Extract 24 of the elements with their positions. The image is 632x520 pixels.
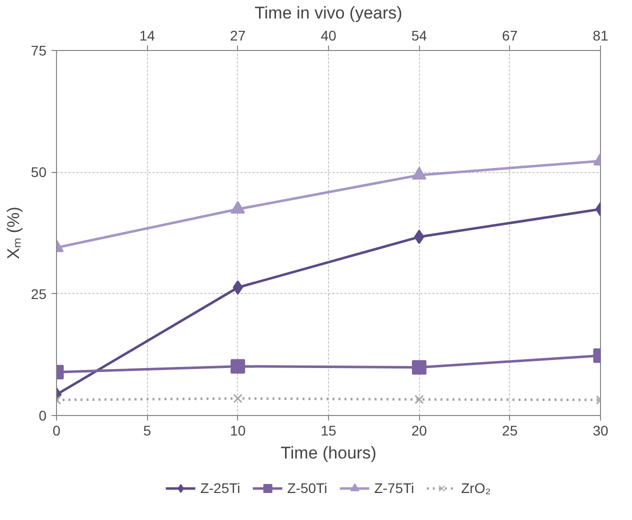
legend-label: Z-75Ti (374, 480, 414, 496)
x2-tick-label: 67 (502, 28, 518, 44)
x-tick-label: 10 (230, 422, 246, 438)
x2-axis-title: Time in vivo (years) (254, 4, 402, 22)
x2-tick-label: 14 (139, 28, 156, 44)
y-tick-label: 50 (30, 164, 47, 180)
y-tick-label: 0 (38, 408, 47, 424)
x-axis-title: Time (hours) (280, 444, 376, 462)
y-tick-label: 75 (30, 42, 47, 58)
y-axis-title: Xₘ (%) (4, 206, 23, 260)
x-tick-label: 20 (411, 422, 428, 438)
x2-tick-label: 27 (230, 28, 246, 44)
x-tick-label: 15 (320, 422, 336, 438)
x2-tick-label: 81 (592, 28, 608, 44)
y-tick-label: 25 (30, 286, 47, 302)
x-tick-label: 30 (592, 422, 608, 438)
legend-label: Z-50Ti (287, 480, 328, 496)
x-tick-label: 5 (143, 422, 152, 438)
x-tick-label: 25 (502, 422, 518, 438)
legend-label: ZrO₂ (461, 480, 491, 496)
x2-tick-label: 40 (320, 28, 336, 44)
legend-label: Z-25Ti (200, 480, 240, 496)
x-tick-label: 0 (52, 422, 61, 438)
x2-tick-label: 54 (411, 28, 428, 44)
